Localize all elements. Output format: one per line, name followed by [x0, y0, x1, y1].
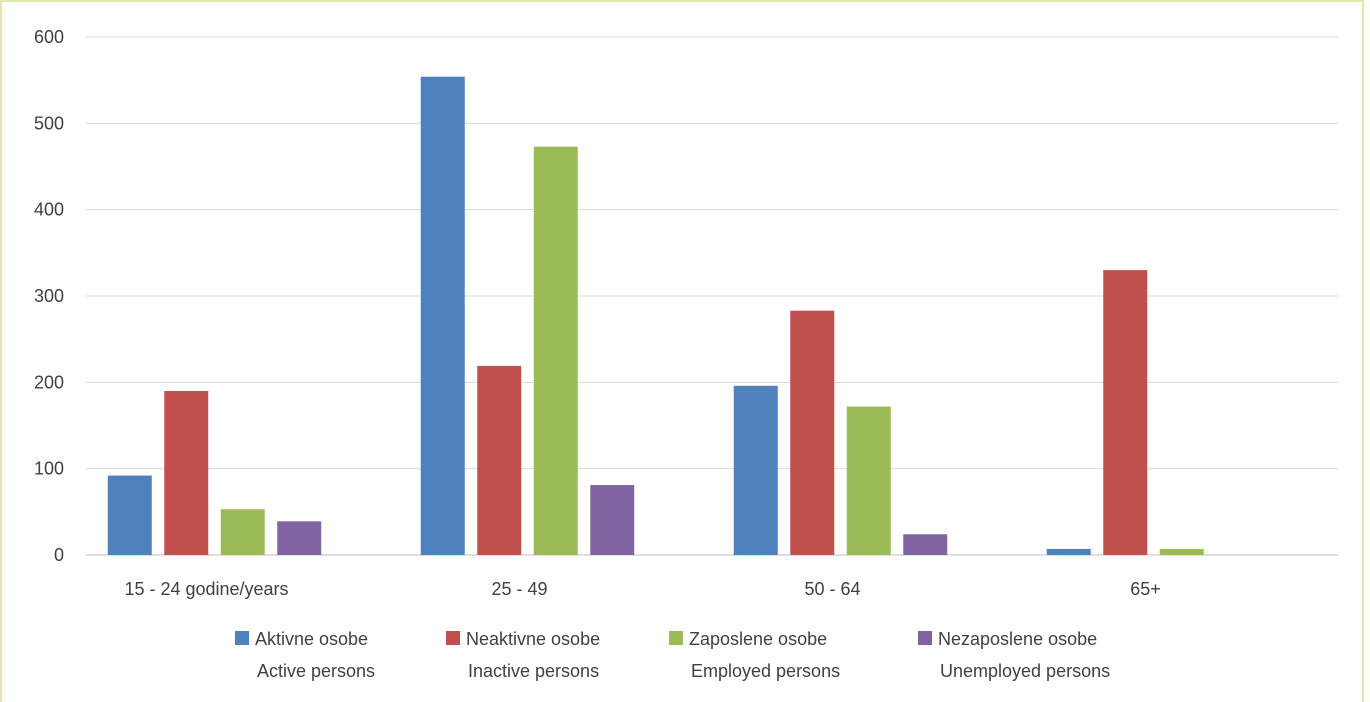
gridlines [86, 36, 1338, 556]
legend-label: Zaposlene osobe [689, 629, 827, 649]
y-tick-label: 100 [34, 459, 64, 479]
y-tick-label: 200 [34, 372, 64, 392]
legend-swatch [446, 631, 460, 645]
x-tick-label: 50 - 64 [804, 579, 860, 599]
bar-employed-persons-0 [220, 509, 265, 555]
y-tick-label: 300 [34, 286, 64, 306]
legend-item-inactive-persons: Neaktivne osobe Inactive persons [446, 629, 600, 681]
bar-active-persons-2 [733, 385, 778, 555]
bar-inactive-persons-0 [164, 390, 209, 555]
x-tick-label: 65+ [1130, 579, 1161, 599]
y-axis-tick-labels: 0 100 200 300 400 500 600 [34, 27, 64, 565]
bar-inactive-persons-1 [477, 365, 522, 555]
legend-label: Nezaposlene osobe [938, 629, 1097, 649]
x-tick-label: 15 - 24 godine/years [124, 579, 288, 599]
legend-swatch [235, 631, 249, 645]
x-tick-label: 25 - 49 [491, 579, 547, 599]
bar-employed-persons-1 [533, 146, 578, 556]
bar-active-persons-0 [107, 475, 152, 555]
bar-inactive-persons-3 [1103, 270, 1148, 555]
x-axis-tick-labels: 15 - 24 godine/years 25 - 49 50 - 64 65+ [124, 579, 1160, 599]
legend-item-unemployed-persons: Nezaposlene osobe Unemployed persons [918, 629, 1110, 681]
y-tick-label: 400 [34, 200, 64, 220]
legend-item-employed-persons: Zaposlene osobe Employed persons [669, 629, 840, 681]
bar-inactive-persons-2 [790, 310, 835, 555]
legend: Aktivne osobe Active persons Neaktivne oso… [235, 629, 1110, 681]
bars [107, 76, 1204, 556]
legend-label-en: Employed persons [691, 661, 840, 681]
bar-unemployed-persons-0 [277, 521, 322, 555]
y-tick-label: 0 [54, 545, 64, 565]
bar-active-persons-3 [1046, 548, 1091, 555]
y-tick-label: 500 [34, 113, 64, 133]
legend-swatch [918, 631, 932, 645]
bar-active-persons-1 [420, 76, 465, 556]
legend-swatch [669, 631, 683, 645]
legend-label-en: Active persons [257, 661, 375, 681]
legend-label-en: Inactive persons [468, 661, 599, 681]
legend-label: Neaktivne osobe [466, 629, 600, 649]
legend-item-active-persons: Aktivne osobe Active persons [235, 629, 375, 681]
bar-unemployed-persons-1 [590, 485, 635, 555]
legend-label-en: Unemployed persons [940, 661, 1110, 681]
bar-unemployed-persons-2 [903, 534, 948, 555]
y-tick-label: 600 [34, 27, 64, 47]
legend-label: Aktivne osobe [255, 629, 368, 649]
bar-employed-persons-3 [1159, 548, 1204, 555]
bar-employed-persons-2 [846, 406, 891, 555]
